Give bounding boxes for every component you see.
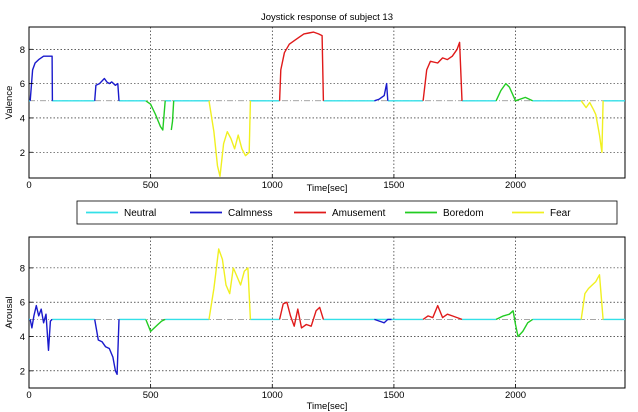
valence-series-boredom bbox=[145, 82, 533, 131]
legend-item-fear: Fear bbox=[512, 208, 571, 219]
legend-box bbox=[76, 200, 618, 225]
valence-amusement-segment-0 bbox=[278, 31, 325, 101]
legend-item-neutral: Neutral bbox=[86, 208, 156, 219]
arousal-series-fear bbox=[208, 248, 604, 320]
valence-x-axis-label: Time[sec] bbox=[307, 183, 348, 194]
arousal-fear-segment-0 bbox=[208, 248, 252, 320]
valence-series-calmness bbox=[29, 55, 389, 102]
valence-ytick-label-3: 8 bbox=[20, 45, 25, 56]
arousal-fear-segment-1 bbox=[580, 274, 604, 320]
valence-y-axis-label: Valence bbox=[4, 86, 15, 120]
arousal-x-axis-label: Time[sec] bbox=[307, 401, 348, 412]
legend: Neutral Calmness Amusement Boredom Fear bbox=[76, 200, 618, 225]
arousal-y-axis-label: Arousal bbox=[4, 296, 15, 328]
valence-calmness-segment-1 bbox=[94, 77, 120, 101]
valence-xtick-label-3: 1500 bbox=[383, 180, 404, 191]
valence-series-amusement bbox=[278, 31, 463, 101]
legend-label-fear: Fear bbox=[550, 208, 571, 219]
arousal-panel: 0 500 1000 1500 2000 2 4 6 8 Time[sec] Arousal bbox=[4, 236, 626, 412]
legend-label-calmness: Calmness bbox=[228, 208, 272, 219]
legend-label-amusement: Amusement bbox=[332, 208, 386, 219]
valence-fear-segment-1 bbox=[580, 100, 604, 154]
valence-ytick-label-0: 2 bbox=[20, 148, 25, 159]
arousal-series-calmness bbox=[29, 304, 392, 375]
valence-xtick-label-4: 2000 bbox=[505, 180, 526, 191]
arousal-amusement-segment-0 bbox=[278, 301, 325, 329]
valence-plot-area bbox=[28, 26, 626, 179]
valence-xtick-label-2: 1000 bbox=[262, 180, 283, 191]
legend-label-neutral: Neutral bbox=[124, 208, 156, 219]
arousal-series-amusement bbox=[278, 301, 463, 329]
valence-series-fear bbox=[208, 100, 604, 178]
arousal-ytick-label-2: 6 bbox=[20, 298, 25, 309]
valence-boredom-segment-2 bbox=[495, 82, 533, 102]
valence-xtick-label-0: 0 bbox=[26, 180, 31, 191]
arousal-xtick-label-1: 500 bbox=[143, 390, 159, 401]
arousal-xtick-label-0: 0 bbox=[26, 390, 31, 401]
arousal-ytick-label-0: 2 bbox=[20, 366, 25, 377]
arousal-calmness-segment-0 bbox=[29, 304, 53, 351]
valence-fear-segment-0 bbox=[208, 100, 252, 178]
arousal-calmness-segment-2 bbox=[374, 318, 392, 324]
legend-label-boredom: Boredom bbox=[443, 208, 484, 219]
valence-panel: 0 500 1000 1500 2000 2 4 6 8 Joystick response of… bbox=[4, 12, 626, 194]
valence-boredom-segment-1 bbox=[170, 100, 175, 131]
arousal-calmness-segment-1 bbox=[94, 319, 120, 375]
arousal-boredom-segment-1 bbox=[495, 310, 533, 338]
arousal-ytick-label-1: 4 bbox=[20, 332, 25, 343]
valence-chart-title: Joystick response of subject 13 bbox=[261, 12, 393, 23]
valence-boredom-segment-0 bbox=[145, 100, 166, 131]
valence-calmness-segment-0 bbox=[29, 55, 54, 101]
arousal-xtick-label-3: 1500 bbox=[383, 390, 404, 401]
arousal-plot-area bbox=[28, 236, 626, 389]
legend-item-amusement: Amusement bbox=[294, 208, 386, 219]
valence-calmness-segment-2 bbox=[374, 82, 389, 102]
legend-item-calmness: Calmness bbox=[190, 208, 272, 219]
valence-xtick-label-1: 500 bbox=[143, 180, 159, 191]
valence-ytick-label-1: 4 bbox=[20, 113, 25, 124]
valence-amusement-segment-1 bbox=[422, 41, 463, 101]
arousal-ytick-label-3: 8 bbox=[20, 263, 25, 274]
legend-item-boredom: Boredom bbox=[405, 208, 484, 219]
arousal-series-boredom bbox=[145, 310, 533, 338]
arousal-amusement-segment-1 bbox=[422, 304, 463, 321]
valence-ytick-label-2: 6 bbox=[20, 79, 25, 90]
arousal-xtick-label-2: 1000 bbox=[262, 390, 283, 401]
arousal-xtick-label-4: 2000 bbox=[505, 390, 526, 401]
arousal-boredom-segment-0 bbox=[145, 318, 166, 333]
